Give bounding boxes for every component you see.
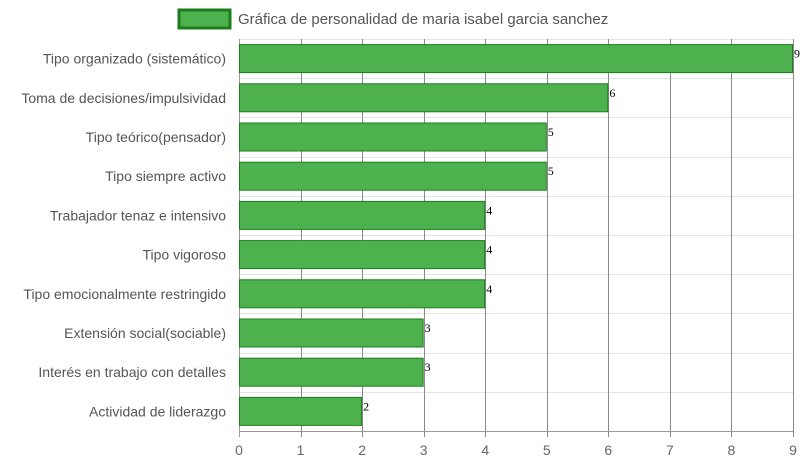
value-label: 4 (486, 203, 492, 217)
bar[interactable] (239, 357, 424, 387)
category-label: Toma de decisiones/impulsividad (21, 90, 226, 106)
x-tick-label: 1 (297, 442, 305, 458)
category-label: Tipo siempre activo (105, 168, 226, 184)
value-label: 3 (425, 321, 431, 335)
bar[interactable] (239, 279, 486, 309)
value-label: 2 (363, 399, 369, 413)
value-label: 6 (609, 86, 615, 100)
category-label: Actividad de liderazgo (89, 403, 226, 419)
value-label: 4 (486, 282, 492, 296)
category-label: Extensión social(sociable) (64, 325, 226, 341)
legend-swatch[interactable] (177, 8, 232, 30)
bar[interactable] (239, 396, 363, 426)
x-tick-label: 7 (666, 442, 674, 458)
x-tick-label: 9 (789, 442, 797, 458)
x-tick-label: 6 (604, 442, 612, 458)
bar[interactable] (239, 318, 424, 348)
legend[interactable]: Gráfica de personalidad de maria isabel … (177, 8, 608, 30)
value-label: 9 (794, 47, 800, 61)
bar[interactable] (239, 44, 793, 74)
x-tick-label: 8 (728, 442, 736, 458)
category-label: Tipo vigoroso (142, 247, 226, 263)
category-label: Interés en trabajo con detalles (38, 364, 226, 380)
x-tick-label: 5 (543, 442, 551, 458)
legend-label: Gráfica de personalidad de maria isabel … (238, 11, 608, 28)
value-label: 3 (425, 360, 431, 374)
x-tick-label: 0 (235, 442, 243, 458)
category-label: Tipo emocionalmente restringido (23, 286, 226, 302)
x-tick-label: 3 (420, 442, 428, 458)
bars: 9 6 5 5 4 4 4 3 3 2 (239, 44, 800, 426)
value-label: 5 (548, 164, 554, 178)
bar[interactable] (239, 200, 486, 230)
category-label: Tipo teórico(pensador) (86, 129, 226, 145)
axes: 0 1 2 3 4 5 6 7 8 9 Tipo organizado (sistemático) T… (21, 51, 797, 458)
bar[interactable] (239, 240, 486, 270)
bar[interactable] (239, 122, 547, 152)
category-label: Trabajador tenaz e intensivo (50, 207, 226, 223)
value-label: 4 (486, 243, 492, 257)
bar[interactable] (239, 83, 609, 113)
category-label: Tipo organizado (sistemático) (43, 51, 226, 67)
x-tick-label: 2 (358, 442, 366, 458)
value-label: 5 (548, 125, 554, 139)
bar[interactable] (239, 161, 547, 191)
x-tick-label: 4 (481, 442, 489, 458)
